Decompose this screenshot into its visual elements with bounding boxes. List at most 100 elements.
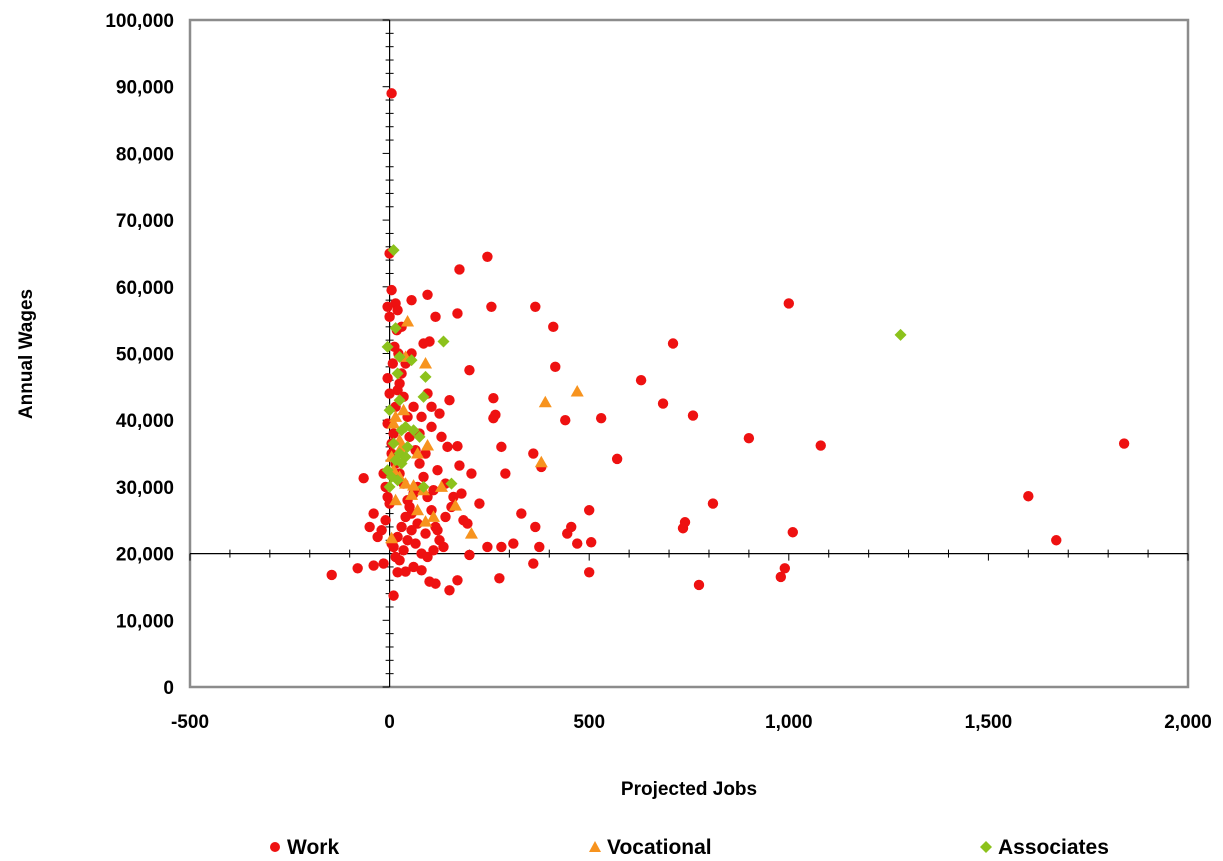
y-tick-label: 30,000 (116, 478, 174, 499)
data-point-work (386, 88, 397, 99)
data-point-work (364, 521, 375, 533)
data-point-associates (437, 335, 450, 348)
data-point-vocational (534, 455, 548, 468)
data-point-work (462, 518, 473, 529)
data-point-vocational (411, 447, 425, 459)
y-tick-label: 0 (163, 678, 174, 699)
plot-area (188, 18, 1190, 689)
data-point-vocational (401, 314, 415, 327)
data-point-work (402, 535, 413, 546)
data-point-work (428, 485, 439, 496)
data-point-work (707, 498, 719, 509)
data-point-work (410, 538, 421, 549)
data-point-vocational (570, 385, 584, 397)
data-point-associates (381, 340, 394, 353)
data-point-work (418, 471, 429, 483)
data-point-work (530, 521, 541, 533)
data-point-work (394, 378, 405, 389)
data-point-work (787, 527, 798, 538)
data-points (326, 88, 1130, 601)
data-point-work (1118, 438, 1130, 449)
legend-item-vocational: Vocational (589, 836, 712, 859)
data-point-work (400, 511, 411, 523)
data-point-associates (383, 480, 396, 493)
data-point-work (466, 468, 477, 479)
data-point-vocational (407, 479, 421, 491)
data-point-associates (395, 424, 408, 437)
data-point-work (667, 338, 679, 349)
data-point-vocational (427, 510, 441, 522)
data-point-work (635, 374, 647, 386)
data-point-work (572, 538, 583, 549)
data-point-associates (417, 480, 430, 493)
data-point-work (376, 525, 387, 536)
legend-marker-work (270, 842, 280, 852)
data-point-work (436, 431, 447, 443)
data-point-work (386, 284, 397, 296)
data-point-vocational (405, 488, 419, 500)
data-point-work (528, 448, 539, 459)
data-point-work (464, 549, 475, 561)
data-point-vocational (385, 531, 399, 544)
data-point-work (382, 491, 393, 503)
data-point-vocational (434, 480, 448, 492)
data-point-vocational (421, 439, 435, 451)
data-point-associates (387, 437, 400, 450)
data-point-work (422, 551, 433, 563)
data-point-work (408, 561, 419, 573)
data-point-associates (407, 424, 420, 437)
data-point-associates (417, 390, 430, 403)
data-point-work (496, 441, 507, 453)
data-point-associates (894, 328, 907, 341)
data-point-associates (419, 370, 432, 383)
data-point-work (490, 409, 501, 421)
data-point-work (482, 541, 493, 553)
data-point-work (693, 579, 705, 591)
data-point-associates (445, 477, 458, 490)
y-tick-label: 100,000 (105, 11, 174, 32)
y-axis-title: Annual Wages (16, 289, 37, 419)
data-point-work (454, 460, 465, 471)
data-point-vocational (464, 527, 478, 539)
data-point-work (530, 301, 541, 313)
data-point-work (382, 372, 393, 384)
data-point-work (394, 555, 405, 566)
x-tick-label: 1,500 (965, 712, 1013, 733)
y-tick-label: 50,000 (116, 345, 174, 366)
legend-marker-associates (980, 841, 992, 853)
data-point-work (482, 251, 493, 262)
data-point-work (496, 541, 507, 553)
data-point-associates (391, 367, 404, 380)
data-point-associates (389, 322, 402, 335)
data-point-work (396, 521, 407, 533)
x-tick-label: 1,000 (765, 712, 813, 733)
data-point-vocational (389, 410, 403, 422)
data-point-work (384, 311, 395, 323)
data-point-work (398, 545, 409, 556)
x-tick-label: 0 (384, 712, 395, 733)
data-point-work (416, 565, 427, 576)
data-point-work (500, 468, 511, 479)
data-point-work (474, 498, 485, 509)
data-point-work (378, 558, 389, 569)
data-point-work (368, 560, 379, 571)
data-point-work (516, 508, 527, 519)
data-point-work (779, 563, 791, 574)
data-point-vocational (419, 515, 433, 527)
data-point-work (440, 511, 451, 523)
data-point-work (420, 448, 431, 459)
data-point-work (388, 428, 399, 439)
x-tick-labels: -500 0 500 1,000 1,500 2,000 (171, 712, 1212, 733)
data-point-associates (387, 244, 400, 257)
data-point-work (416, 411, 427, 423)
data-point-work (387, 358, 398, 369)
data-point-associates (401, 440, 414, 453)
data-point-associates (383, 404, 396, 417)
data-point-vocational (397, 403, 411, 416)
data-point-work (560, 415, 571, 426)
legend-item-work: Work (270, 836, 339, 859)
x-axis-title: Projected Jobs (621, 779, 757, 800)
data-point-work (414, 458, 425, 469)
data-point-work (424, 576, 435, 587)
